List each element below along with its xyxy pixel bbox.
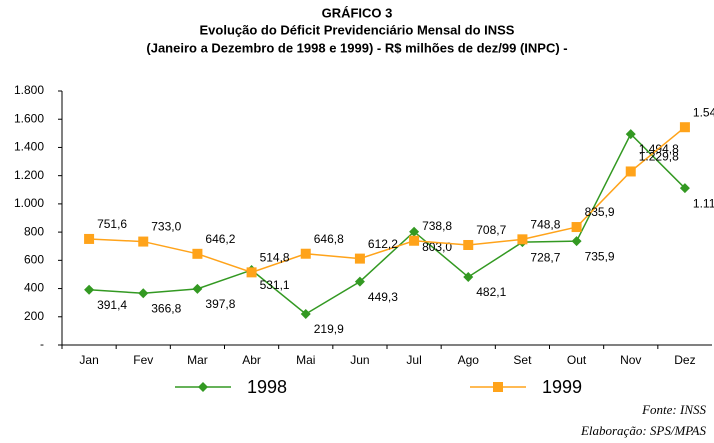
x-tick-label: Fev — [133, 353, 153, 367]
marker — [192, 248, 203, 259]
marker — [246, 267, 257, 278]
data-label: 366,8 — [151, 301, 181, 315]
credit: Elaboração: SPS/MPAS — [580, 423, 707, 438]
data-label: 738,8 — [422, 219, 452, 233]
marker — [517, 234, 528, 245]
marker — [84, 284, 95, 295]
y-tick-label: 400 — [24, 281, 44, 295]
marker — [354, 276, 365, 287]
data-label: 391,4 — [97, 298, 127, 312]
marker — [300, 248, 311, 259]
legend-label: 1999 — [542, 377, 582, 397]
y-tick-label: 1.800 — [14, 83, 44, 97]
x-tick-label: Mai — [296, 353, 315, 367]
data-label: 514,8 — [260, 251, 290, 265]
x-tick-label: Abr — [242, 353, 261, 367]
data-label: 612,2 — [368, 237, 398, 251]
chart-title: GRÁFICO 3 — [322, 5, 393, 20]
data-label: 1.111,3 — [693, 196, 714, 210]
series-line — [89, 132, 686, 315]
y-tick-label: 1.400 — [14, 140, 44, 154]
data-label: 1.229,8 — [639, 150, 679, 164]
marker — [571, 222, 582, 233]
x-tick-label: Jun — [350, 353, 369, 367]
chart-subtitle: Evolução do Déficit Previdenciário Mensa… — [200, 22, 515, 37]
y-tick-label: 1.200 — [14, 168, 44, 182]
x-tick-label: Ago — [458, 353, 480, 367]
marker — [300, 308, 311, 319]
marker — [198, 382, 208, 392]
marker — [409, 235, 420, 246]
y-tick-label: 600 — [24, 253, 44, 267]
data-label: 708,7 — [476, 223, 506, 237]
data-label: 735,9 — [585, 249, 615, 263]
x-tick-label: Out — [567, 353, 587, 367]
marker — [571, 236, 582, 247]
x-tick-label: Jul — [406, 353, 421, 367]
source: Fonte: INSS — [641, 402, 706, 417]
data-label: 531,1 — [260, 278, 290, 292]
y-tick-label: 800 — [24, 224, 44, 238]
marker — [625, 166, 636, 177]
data-label: 751,6 — [97, 217, 127, 231]
data-label: 835,9 — [585, 205, 615, 219]
data-label: 748,8 — [530, 218, 560, 232]
marker — [463, 271, 474, 282]
y-tick-label: - — [40, 337, 44, 351]
data-label: 646,2 — [205, 232, 235, 246]
data-label: 449,3 — [368, 290, 398, 304]
marker — [138, 288, 149, 299]
marker — [354, 253, 365, 264]
y-tick-label: 1.000 — [14, 196, 44, 210]
marker — [84, 233, 95, 244]
chart-subtitle: (Janeiro a Dezembro de 1998 e 1999) - R$… — [146, 40, 567, 55]
marker — [625, 129, 636, 140]
x-tick-label: Jan — [79, 353, 98, 367]
legend-label: 1998 — [247, 377, 287, 397]
data-label: 482,1 — [476, 285, 506, 299]
data-label: 646,8 — [314, 232, 344, 246]
marker — [493, 382, 503, 392]
y-tick-label: 200 — [24, 309, 44, 323]
x-tick-label: Dez — [674, 353, 695, 367]
x-tick-label: Set — [513, 353, 532, 367]
marker — [192, 283, 203, 294]
data-label: 397,8 — [205, 297, 235, 311]
marker — [463, 239, 474, 250]
series-line — [89, 126, 686, 274]
y-tick-label: 1.600 — [14, 111, 44, 125]
marker — [679, 122, 690, 133]
data-label: 219,9 — [314, 322, 344, 336]
data-label: 1.543,4 — [693, 105, 714, 119]
marker — [409, 226, 420, 237]
marker — [138, 236, 149, 247]
x-tick-label: Mar — [187, 353, 208, 367]
data-label: 728,7 — [530, 250, 560, 264]
x-tick-label: Nov — [620, 353, 641, 367]
data-label: 733,0 — [151, 220, 181, 234]
marker — [679, 183, 690, 194]
